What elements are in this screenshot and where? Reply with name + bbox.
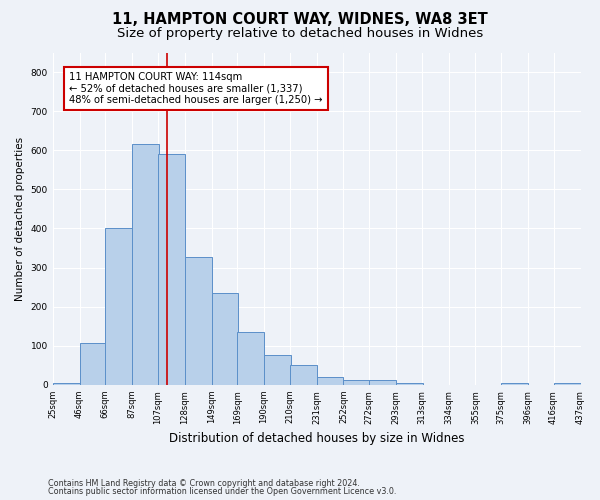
- Bar: [158, 154, 185, 385]
- Bar: [105, 228, 132, 385]
- Bar: [554, 383, 581, 385]
- Bar: [132, 144, 159, 385]
- Bar: [80, 343, 106, 385]
- Bar: [501, 383, 528, 385]
- Bar: [369, 380, 396, 385]
- Bar: [264, 355, 291, 385]
- Text: Contains HM Land Registry data © Crown copyright and database right 2024.: Contains HM Land Registry data © Crown c…: [48, 478, 360, 488]
- Text: 11 HAMPTON COURT WAY: 114sqm
← 52% of detached houses are smaller (1,337)
48% of: 11 HAMPTON COURT WAY: 114sqm ← 52% of de…: [70, 72, 323, 106]
- X-axis label: Distribution of detached houses by size in Widnes: Distribution of detached houses by size …: [169, 432, 464, 445]
- Bar: [290, 366, 317, 385]
- Text: Contains public sector information licensed under the Open Government Licence v3: Contains public sector information licen…: [48, 487, 397, 496]
- Text: Size of property relative to detached houses in Widnes: Size of property relative to detached ho…: [117, 28, 483, 40]
- Bar: [185, 256, 212, 385]
- Y-axis label: Number of detached properties: Number of detached properties: [15, 136, 25, 301]
- Bar: [237, 332, 264, 385]
- Bar: [317, 377, 343, 385]
- Bar: [53, 383, 80, 385]
- Bar: [396, 383, 423, 385]
- Bar: [212, 293, 238, 385]
- Text: 11, HAMPTON COURT WAY, WIDNES, WA8 3ET: 11, HAMPTON COURT WAY, WIDNES, WA8 3ET: [112, 12, 488, 28]
- Bar: [343, 380, 370, 385]
